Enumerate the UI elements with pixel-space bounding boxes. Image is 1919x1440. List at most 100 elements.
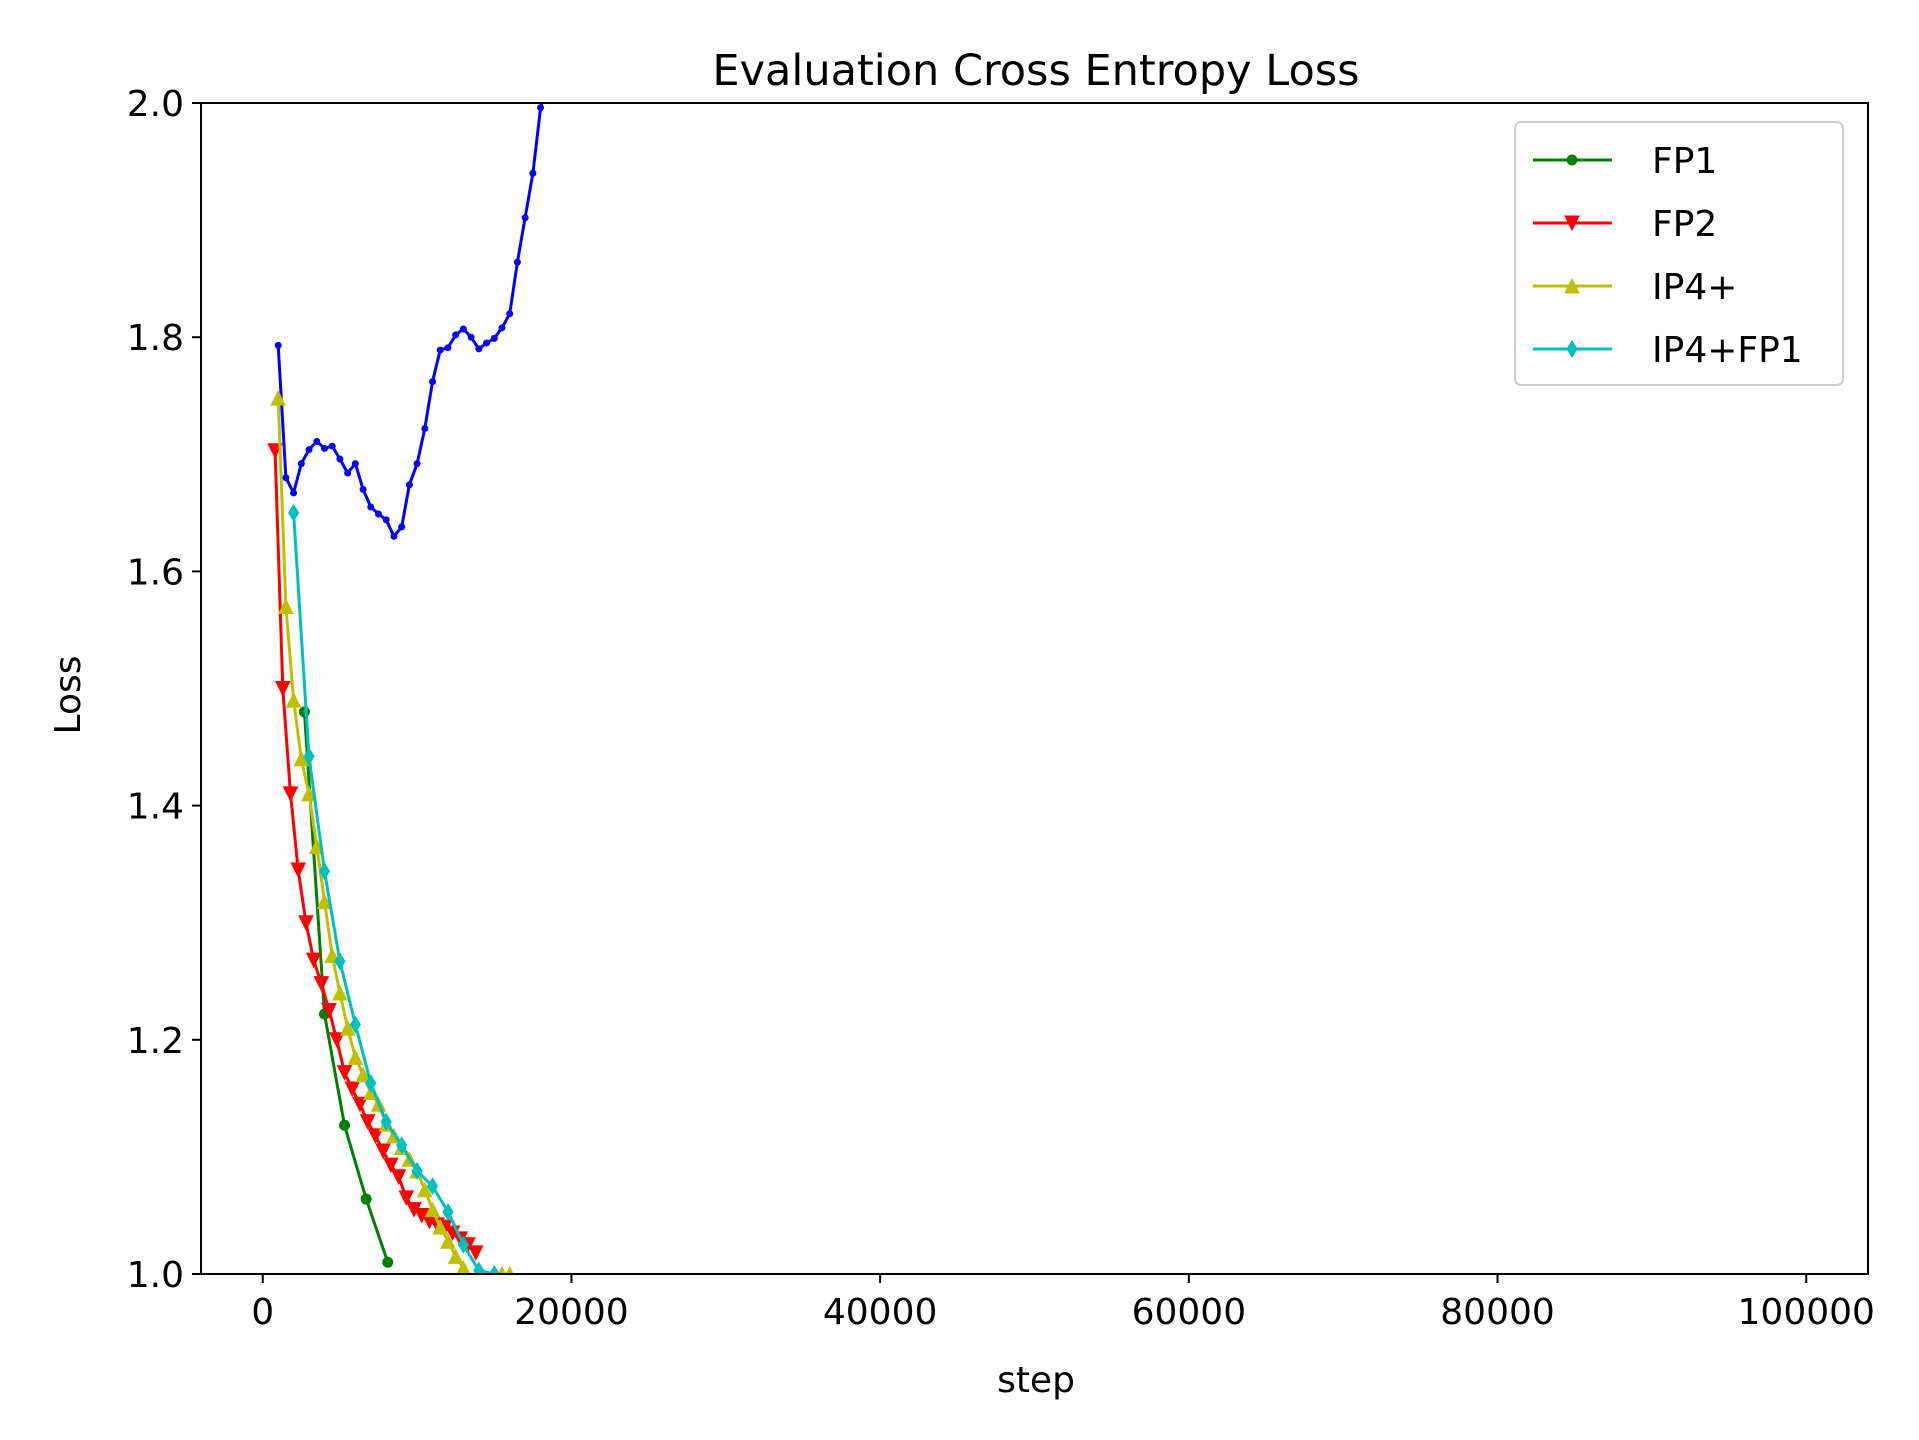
legend-box: [1514, 121, 1844, 386]
legend-item: IP4+: [1533, 267, 1737, 308]
data-point: [293, 750, 310, 767]
plot-frame: [200, 102, 1869, 1275]
data-point: [316, 893, 333, 910]
data-point: [282, 474, 290, 482]
data-point: [413, 460, 421, 468]
y-tick-label: 1.8: [127, 318, 184, 359]
legend-label: FP2: [1652, 204, 1717, 245]
data-point: [274, 681, 291, 697]
x-axis-ticks: 0 20000 40000 60000 80000 100000: [251, 1274, 1875, 1333]
data-point: [352, 1096, 368, 1113]
y-axis-label: Loss: [48, 656, 89, 735]
data-point: [383, 1157, 399, 1174]
data-point: [367, 1128, 384, 1144]
data-point: [424, 1201, 441, 1218]
data-point: [421, 425, 429, 433]
series-unlabeled: [274, 103, 545, 540]
y-tick-label: 1.0: [127, 1255, 184, 1296]
x-tick-label: 40000: [823, 1292, 938, 1333]
data-point: [521, 214, 529, 222]
data-point: [405, 481, 413, 489]
data-point: [398, 1190, 415, 1207]
data-point: [380, 1112, 392, 1131]
data-point: [339, 1019, 356, 1036]
data-point: [344, 1081, 361, 1098]
data-point: [375, 510, 383, 518]
chart-title: Evaluation Cross Entropy Loss: [712, 46, 1359, 96]
data-point: [320, 444, 328, 452]
data-point: [285, 692, 302, 708]
data-point: [459, 325, 467, 333]
data-point: [513, 258, 521, 266]
data-point: [442, 1202, 454, 1221]
legend-item: FP1: [1533, 141, 1717, 182]
data-point: [432, 1219, 449, 1235]
data-point: [426, 1177, 439, 1196]
data-point: [274, 341, 282, 349]
data-point: [349, 1015, 361, 1034]
data-point: [444, 344, 452, 352]
x-axis-label: step: [997, 1360, 1075, 1401]
data-point: [436, 346, 444, 354]
legend-marker: [1564, 277, 1580, 294]
data-point: [303, 747, 315, 766]
legend-label: IP4+: [1652, 267, 1737, 308]
data-point: [351, 460, 359, 468]
data-point: [336, 1065, 353, 1081]
data-point: [329, 1032, 345, 1048]
data-point: [288, 503, 300, 522]
data-point: [290, 489, 298, 497]
data-point: [367, 503, 375, 511]
data-point: [467, 333, 475, 341]
data-point: [506, 310, 514, 318]
series-ip4-fp1: [288, 503, 500, 1274]
data-point: [529, 169, 537, 177]
data-point: [360, 1193, 372, 1205]
data-point: [429, 378, 437, 386]
data-point: [382, 516, 390, 524]
data-point: [467, 1245, 484, 1262]
data-point: [390, 532, 398, 540]
data-point: [359, 1114, 376, 1130]
data-point: [301, 785, 317, 802]
data-point: [318, 862, 331, 881]
legend-marker: [1566, 340, 1578, 358]
data-point: [375, 1143, 391, 1160]
series-fp2: [267, 443, 484, 1262]
series-line: [292, 512, 495, 1274]
data-point: [336, 455, 344, 463]
data-point: [417, 1181, 433, 1198]
x-tick-label: 60000: [1132, 1292, 1247, 1333]
data-point: [324, 947, 341, 963]
x-tick-label: 100000: [1738, 1292, 1875, 1333]
data-point: [452, 331, 460, 339]
data-point: [473, 1261, 485, 1274]
data-point: [475, 345, 483, 353]
data-point: [497, 1265, 507, 1274]
data-point: [457, 1235, 469, 1254]
data-point: [382, 1256, 394, 1268]
data-point: [355, 1066, 371, 1083]
y-tick-label: 1.4: [127, 787, 184, 828]
y-tick-label: 1.2: [127, 1021, 184, 1062]
data-point: [305, 446, 313, 454]
y-tick-label: 2.0: [127, 84, 184, 125]
legend-label: FP1: [1652, 141, 1717, 182]
data-point: [498, 324, 506, 332]
data-point: [298, 915, 314, 931]
y-axis-ticks: 1.0 1.2 1.4 1.6 1.8 2.0: [127, 84, 201, 1296]
data-point: [297, 460, 305, 468]
data-point: [332, 984, 348, 1001]
data-point: [334, 952, 346, 971]
legend-marker: [1564, 215, 1580, 232]
data-point: [290, 862, 307, 879]
data-point: [537, 104, 545, 112]
data-point: [313, 437, 321, 445]
series-fp1: [298, 706, 394, 1268]
data-point: [440, 1233, 456, 1249]
data-point: [396, 1136, 408, 1155]
x-tick-label: 0: [251, 1292, 274, 1333]
legend-item: IP4+FP1: [1533, 330, 1803, 371]
data-point: [488, 1265, 500, 1274]
